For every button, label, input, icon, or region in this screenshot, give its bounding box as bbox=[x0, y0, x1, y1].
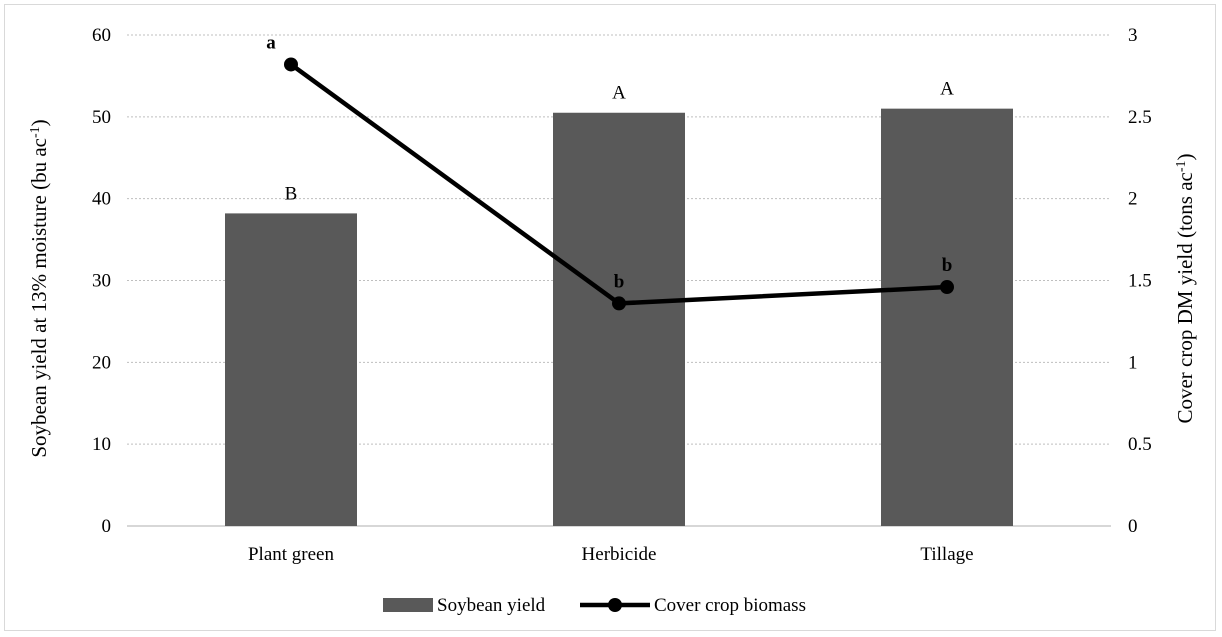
point-letter-label: b bbox=[614, 271, 625, 292]
legend-label-cover-crop-biomass: Cover crop biomass bbox=[654, 595, 806, 616]
point-cover-crop-biomass bbox=[284, 57, 298, 72]
bar-letter-label: B bbox=[285, 183, 298, 204]
y2-axis-title: Cover crop DM yield (tons ac-1) bbox=[1173, 153, 1197, 423]
y-axis-title: Soybean yield at 13% moisture (bu ac-1) bbox=[27, 119, 51, 457]
bar-soybean-yield bbox=[881, 108, 1013, 527]
y-tick-label: 60 bbox=[92, 25, 111, 46]
point-cover-crop-biomass bbox=[612, 296, 626, 311]
bar-letter-label: A bbox=[612, 83, 626, 104]
point-letter-label: b bbox=[942, 255, 953, 276]
legend-marker-cover-crop-biomass bbox=[608, 598, 622, 612]
y-tick-label: 30 bbox=[92, 271, 111, 292]
y-tick-label: 50 bbox=[92, 107, 111, 128]
y-tick-label: 0 bbox=[102, 516, 112, 537]
y2-tick-label: 0.5 bbox=[1128, 434, 1152, 455]
x-tick-label: Herbicide bbox=[582, 544, 657, 565]
y2-tick-label: 3 bbox=[1128, 25, 1138, 46]
y-tick-label: 20 bbox=[92, 352, 111, 373]
bar-soybean-yield bbox=[225, 213, 357, 526]
legend-swatch-soybean-yield bbox=[383, 598, 433, 612]
y-tick-label: 40 bbox=[92, 189, 111, 210]
y-tick-label: 10 bbox=[92, 434, 111, 455]
x-tick-label: Tillage bbox=[920, 544, 973, 565]
point-cover-crop-biomass bbox=[940, 280, 954, 295]
y2-tick-label: 2.5 bbox=[1128, 107, 1152, 128]
y2-tick-label: 1 bbox=[1128, 352, 1138, 373]
legend-label-soybean-yield: Soybean yield bbox=[437, 595, 546, 616]
y2-tick-label: 0 bbox=[1128, 516, 1138, 537]
point-letter-label: a bbox=[266, 32, 276, 53]
y2-tick-label: 1.5 bbox=[1128, 271, 1152, 292]
bar-letter-label: A bbox=[940, 79, 954, 100]
bar-soybean-yield bbox=[553, 112, 685, 526]
x-tick-label: Plant green bbox=[248, 544, 335, 565]
y2-tick-label: 2 bbox=[1128, 189, 1138, 210]
